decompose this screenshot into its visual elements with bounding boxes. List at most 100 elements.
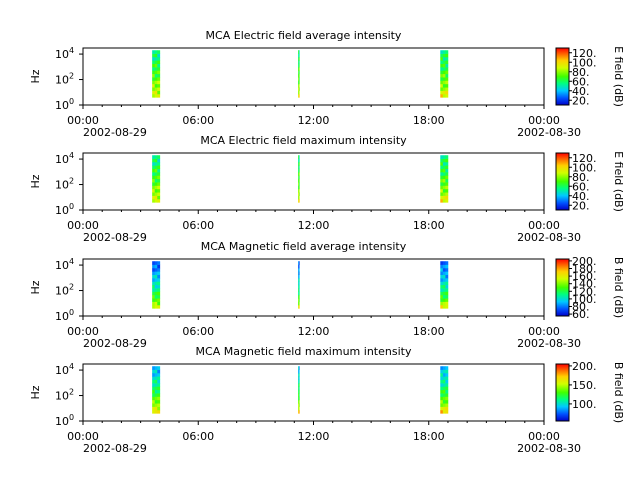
- spectrogram-cell: [298, 389, 300, 394]
- spectrogram-cell: [157, 178, 161, 183]
- spectrogram-cell: [298, 182, 300, 186]
- spectrogram-cell: [442, 188, 446, 193]
- spectrogram-cell: [152, 288, 156, 292]
- spectrogram-cell: [298, 83, 300, 88]
- spectrogram-cell: [157, 376, 161, 380]
- spectrogram-cell: [298, 396, 300, 401]
- spectrogram-cell: [152, 406, 156, 411]
- spectrogram-cell: [154, 165, 158, 169]
- spectrogram-cell: [445, 87, 449, 91]
- spectrogram-cell: [440, 409, 444, 414]
- spectrogram-cell: [152, 274, 156, 279]
- spectrogram-cell: [445, 67, 449, 71]
- spectrogram-cell: [152, 304, 156, 309]
- spectrogram-cell: [440, 67, 444, 71]
- spectrogram-cell: [298, 399, 300, 404]
- spectrogram-cell: [445, 409, 449, 414]
- spectrogram-cell: [445, 83, 449, 88]
- spectrogram-cell: [445, 198, 449, 203]
- spectrogram-cell: [152, 195, 156, 200]
- spectrogram-cell: [157, 267, 161, 272]
- spectrogram-cell: [440, 60, 444, 64]
- spectrogram-cell: [445, 386, 449, 391]
- spectrogram-cell: [157, 67, 161, 71]
- spectrogram-cell: [154, 399, 158, 404]
- spectrogram-cell: [157, 77, 161, 81]
- x-tick-label: 18:00: [413, 325, 445, 338]
- spectrogram-cell: [154, 90, 158, 95]
- colorbar-tick-label: 20.: [572, 94, 590, 107]
- y-tick-base: 10: [55, 310, 69, 323]
- colorbar-tick-label: 40.: [572, 190, 590, 203]
- date-start-label: 2002-08-29: [83, 126, 147, 139]
- spectrogram-cell: [298, 288, 300, 292]
- spectrogram-cell: [154, 274, 158, 279]
- spectrogram-cell: [152, 291, 156, 296]
- spectrogram-cell: [152, 161, 156, 166]
- spectrogram-cell: [157, 271, 161, 275]
- spectrogram-cell: [298, 195, 300, 200]
- spectrogram-cell: [442, 83, 446, 88]
- spectrogram-cell: [154, 168, 158, 173]
- spectrogram-cell: [152, 409, 156, 414]
- spectrogram-cell: [298, 175, 300, 180]
- colorbar-label: B field (dB): [612, 362, 625, 423]
- spectrogram-cell: [152, 261, 156, 265]
- spectrogram-cell: [298, 274, 300, 279]
- spectrogram-cell: [157, 294, 161, 299]
- spectrogram-cell: [298, 80, 300, 85]
- spectrogram-cell: [157, 90, 161, 95]
- spectrogram-cell: [298, 366, 299, 370]
- colorbar: [555, 258, 570, 317]
- spectrogram-cell: [298, 63, 299, 68]
- spectrogram-cell: [445, 264, 449, 269]
- spectrogram-cell: [440, 294, 444, 299]
- colorbar-label: E field (dB): [612, 151, 625, 212]
- spectrogram-cell: [298, 158, 299, 163]
- spectrogram-cell: [157, 261, 161, 265]
- spectrogram-cell: [442, 158, 446, 163]
- spectrogram-cell: [445, 73, 449, 78]
- spectrogram-cell: [157, 165, 161, 169]
- spectrogram-cell: [152, 294, 156, 299]
- colorbar-tick-label: 80.: [572, 171, 590, 184]
- spectrogram-cell: [298, 178, 299, 183]
- spectrogram-cell: [442, 298, 446, 302]
- spectrogram-cell: [440, 93, 444, 98]
- spectrogram-cell: [298, 389, 299, 394]
- spectrogram-cell: [152, 165, 156, 169]
- x-tick-label: 00:00: [528, 325, 560, 338]
- spectrogram-cell: [154, 93, 158, 98]
- y-tick-exponent: 4: [69, 257, 74, 266]
- y-axis-label: Hz: [29, 174, 42, 188]
- spectrogram-cell: [442, 291, 446, 296]
- spectrogram-cell: [152, 267, 156, 272]
- spectrogram-cell: [157, 389, 161, 394]
- spectrogram-cell: [152, 298, 156, 302]
- spectrogram-cell: [298, 379, 300, 384]
- y-tick-label: 10: [55, 48, 69, 61]
- spectrogram-cell: [298, 83, 299, 88]
- spectrogram-cell: [442, 93, 446, 98]
- spectrogram-cell: [445, 80, 449, 85]
- spectrogram-cell: [152, 70, 156, 75]
- spectrogram-cell: [157, 288, 161, 292]
- spectrogram-cell: [154, 158, 158, 163]
- spectrogram-cell: [298, 294, 299, 299]
- spectrogram-cell: [445, 366, 449, 370]
- spectrogram-cell: [442, 366, 446, 370]
- date-start-label: 2002-08-29: [83, 442, 147, 455]
- spectrogram-cell: [152, 271, 156, 275]
- spectrogram-cell: [298, 264, 300, 269]
- spectrogram-cell: [152, 50, 156, 54]
- spectrogram-cell: [157, 93, 161, 98]
- spectrogram-cell: [154, 383, 158, 387]
- spectrogram-cell: [445, 372, 449, 377]
- spectrogram-cell: [440, 53, 444, 58]
- x-tick-label: 06:00: [182, 219, 214, 232]
- spectrogram-cell: [298, 301, 300, 306]
- spectrogram-cell: [445, 288, 449, 292]
- spectrogram-cell: [298, 188, 300, 193]
- spectrogram-cell: [157, 192, 161, 196]
- spectrogram-cell: [298, 165, 300, 169]
